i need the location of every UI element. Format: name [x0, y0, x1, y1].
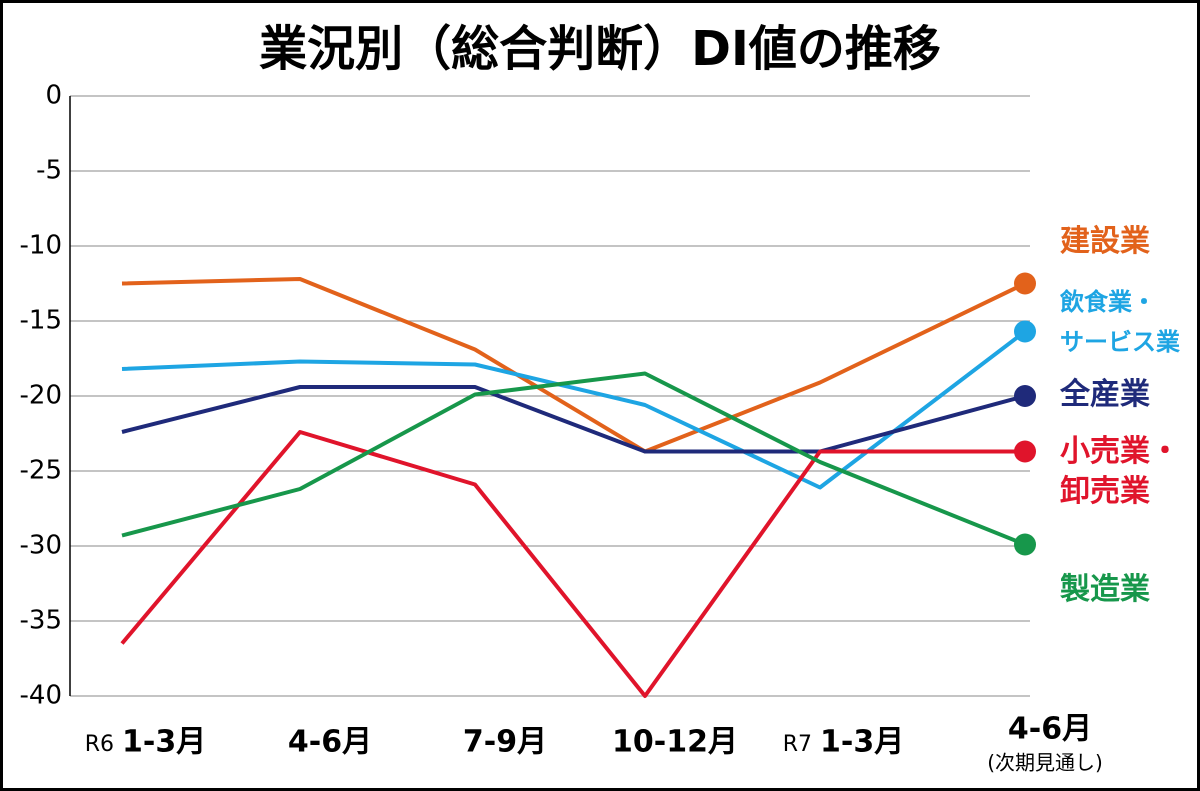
x-tick-label: 10-12月 — [612, 725, 738, 760]
y-tick-label: -15 — [20, 306, 62, 336]
x-tick-label: 1-3月 — [122, 725, 206, 760]
y-tick-label: -35 — [20, 606, 62, 636]
series-label: 飲食業・ サービス業 — [1060, 288, 1180, 356]
y-tick-label: -10 — [20, 231, 62, 261]
y-tick-label: -20 — [20, 381, 62, 411]
end-marker — [1014, 320, 1036, 343]
series-line — [121, 385, 1026, 454]
x-tick-label: 1-3月 — [820, 725, 904, 760]
y-tick-label: -25 — [20, 456, 62, 486]
y-tick-label: -5 — [36, 156, 62, 186]
period-label: R7 — [783, 732, 812, 757]
end-marker — [1014, 272, 1036, 295]
end-marker — [1014, 533, 1036, 556]
series-line — [121, 277, 1026, 454]
end-marker — [1014, 440, 1036, 463]
end-marker — [1014, 385, 1036, 407]
series-line — [121, 371, 1026, 547]
y-tick-label: -30 — [20, 531, 62, 561]
x-tick-label: 7-9月 — [463, 725, 547, 760]
y-tick-label: 0 — [45, 81, 62, 111]
series-label: 建設業 — [1060, 224, 1150, 259]
y-tick-label: -40 — [20, 681, 62, 711]
series-line — [120, 430, 1025, 698]
period-label: R6 — [85, 732, 114, 757]
series-label: 小売業・ 卸売業 — [1060, 434, 1180, 509]
chart-title: 業況別（総合判断）DI値の推移 — [259, 21, 941, 77]
series-label: 製造業 — [1060, 572, 1150, 607]
series-label: 全産業 — [1060, 377, 1150, 412]
category-note: (次期見通し) — [987, 751, 1103, 775]
x-tick-label: 4-6月 — [1008, 712, 1092, 747]
x-tick-label: 4-6月 — [288, 725, 372, 760]
